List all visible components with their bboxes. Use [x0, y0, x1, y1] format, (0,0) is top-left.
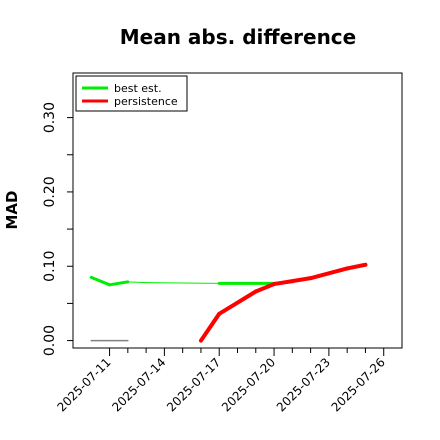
x-tick-label: 2025-07-14 — [109, 355, 168, 414]
x-tick-label: 2025-07-20 — [219, 355, 278, 414]
x-tick-label: 2025-07-23 — [274, 355, 333, 414]
series-segment — [89, 275, 112, 287]
y-tick-label: 0.10 — [42, 251, 58, 282]
legend-box — [75, 75, 188, 112]
y-tick-label: 0.30 — [42, 102, 58, 133]
legend-label-persistence: persistence — [114, 95, 178, 108]
x-tick-label: 2025-07-17 — [164, 355, 223, 414]
legend: best est. persistence — [75, 75, 188, 112]
series-segment — [253, 282, 277, 294]
x-axis: 2025-07-112025-07-142025-07-172025-07-20… — [54, 348, 388, 414]
series-best-est- — [89, 275, 294, 287]
y-tick-label: 0.20 — [42, 176, 58, 207]
series-segment — [127, 281, 147, 284]
series-persistence — [198, 262, 368, 343]
legend-label-best-est: best est. — [114, 82, 162, 95]
x-tick-label: 2025-07-26 — [329, 355, 388, 414]
series-segment — [217, 289, 258, 316]
plot-frame — [72, 72, 403, 349]
x-tick-label: 2025-07-11 — [54, 355, 113, 414]
series-segment — [272, 276, 313, 287]
series-layer — [89, 262, 368, 343]
y-axis: 0.00 0.10 0.20 0.30 — [42, 102, 73, 356]
series-segment — [108, 280, 130, 287]
series-segment — [198, 311, 222, 343]
y-axis-label: MAD — [3, 191, 21, 230]
series-segment — [345, 262, 368, 271]
series-segment — [308, 266, 350, 281]
series-segment — [145, 282, 220, 284]
chart-title: Mean abs. difference — [120, 25, 356, 49]
y-tick-label: 0.00 — [42, 325, 58, 356]
